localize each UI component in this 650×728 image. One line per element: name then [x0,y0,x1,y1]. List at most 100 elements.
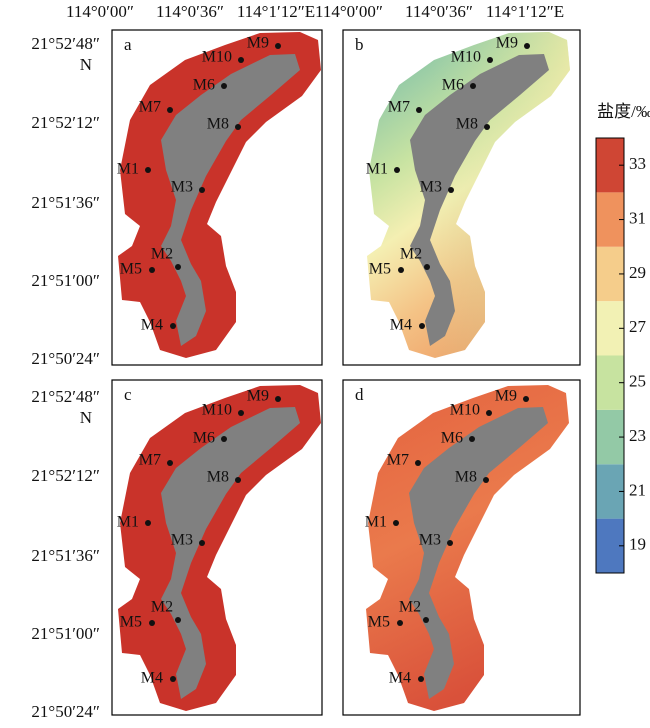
colorbar-tick-label: 27 [629,317,647,336]
station-dot [418,676,424,682]
y-axis-label: 21°50′24″ [31,349,100,368]
station-dot [398,267,404,273]
station-label: M9 [495,388,517,405]
station-label: M5 [368,614,390,631]
station-label: M4 [390,317,412,334]
station-label: M8 [207,116,229,133]
station-label: M8 [456,116,478,133]
water-area [366,385,569,711]
colorbar-frame [595,137,625,574]
station-dot [175,617,181,623]
y-axis-label: 21°52′12″ [31,466,100,485]
station-dot [170,676,176,682]
station-dot [175,264,181,270]
station-dot [149,620,155,626]
station-dot [167,107,173,113]
station-label: M2 [151,599,173,616]
station-label: M5 [120,614,142,631]
island [410,54,549,346]
colorbar-tick-label: 31 [629,208,646,227]
y-axis-label: 21°51′36″ [31,546,100,565]
station-dot [524,43,530,49]
station-dot [149,267,155,273]
colorbar-tick-label: 29 [629,263,646,282]
station-dot [423,617,429,623]
station-label: M7 [139,452,161,469]
station-label: M4 [389,670,411,687]
panel-label: b [355,35,364,54]
station-label: M2 [151,246,173,263]
station-dot [275,396,281,402]
x-axis-label: 114°1′12″E [237,2,315,21]
station-dot [470,83,476,89]
station-label: M8 [455,469,477,486]
colorbar-tick-label: 23 [629,426,646,445]
station-dot [424,264,430,270]
island [161,407,300,699]
station-dot [238,410,244,416]
panel-label: c [124,385,132,404]
station-label: M10 [450,402,480,419]
y-axis-label: N [80,55,92,74]
station-dot [199,187,205,193]
station-dot [167,460,173,466]
station-label: M10 [202,49,232,66]
station-dot [487,57,493,63]
station-dot [170,323,176,329]
station-dot [447,540,453,546]
x-axis-label: 114°1′12″E [486,2,564,21]
y-axis-label: 21°51′00″ [31,271,100,290]
water-area [118,385,321,711]
station-dot [469,436,475,442]
station-label: M7 [387,452,409,469]
station-dot [448,187,454,193]
station-dot [394,167,400,173]
x-axis-label: 114°0′00″ [66,2,134,21]
station-label: M10 [202,402,232,419]
station-label: M6 [441,430,463,447]
station-label: M8 [207,469,229,486]
island [161,54,300,346]
colorbar-tick-label: 21 [629,480,646,499]
station-dot [397,620,403,626]
station-dot [238,57,244,63]
station-dot [486,410,492,416]
y-axis-label: 21°52′12″ [31,113,100,132]
station-label: M1 [117,161,139,178]
water-area [118,32,321,358]
y-axis-label: 21°50′24″ [31,702,100,721]
colorbar-tick-label: 19 [629,535,646,554]
station-label: M9 [496,35,518,52]
station-dot [199,540,205,546]
station-label: M6 [442,77,464,94]
station-dot [275,43,281,49]
water-shading [367,32,570,358]
station-label: M3 [171,532,193,549]
station-label: M9 [247,388,269,405]
station-dot [145,167,151,173]
station-dot [419,323,425,329]
station-label: M3 [171,179,193,196]
station-label: M4 [141,317,163,334]
panel-label: d [355,385,364,404]
station-dot [416,107,422,113]
station-dot [145,520,151,526]
x-axis-label: 114°0′00″ [315,2,383,21]
y-axis-label: 21°52′48″ [31,34,100,53]
island [409,407,548,699]
station-dot [235,124,241,130]
station-label: M7 [139,99,161,116]
station-label: M7 [388,99,410,116]
station-dot [483,477,489,483]
station-dot [393,520,399,526]
x-axis-label: 114°0′36″ [156,2,224,21]
y-axis-label: 21°52′48″ [31,387,100,406]
y-axis-label: 21°51′36″ [31,193,100,212]
station-label: M10 [451,49,481,66]
station-label: M9 [247,35,269,52]
map-panel: M1 M2 M3 M4 M5 M6 M7 M8 M9 M10 [365,385,569,711]
y-axis-label: 21°51′00″ [31,624,100,643]
map-panel: M1 M2 M3 M4 M5 M6 M7 M8 M9 M10 [117,32,321,358]
map-panel: M1 M2 M3 M4 M5 M6 M7 M8 M9 M10 [117,385,321,711]
